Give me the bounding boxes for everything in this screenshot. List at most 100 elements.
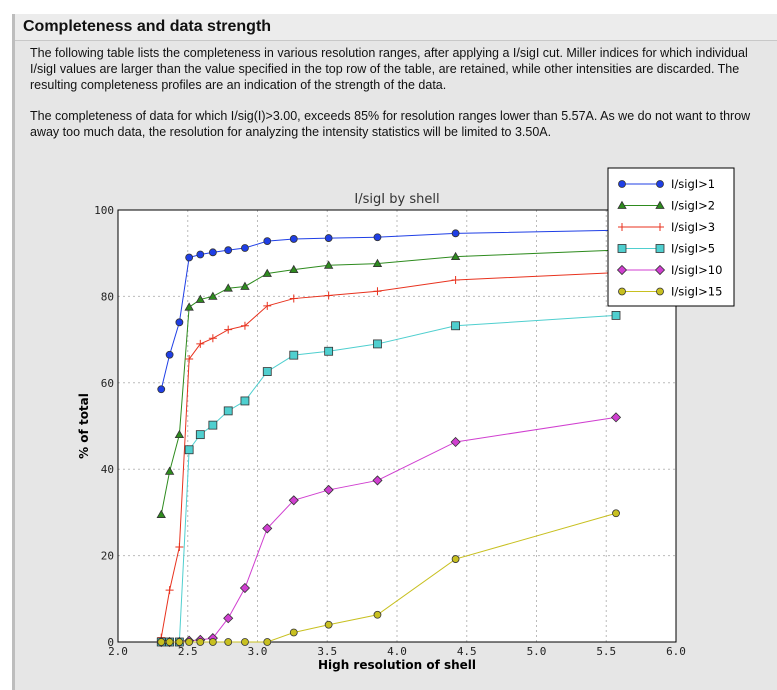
data-point bbox=[223, 406, 233, 416]
data-point bbox=[263, 237, 272, 246]
data-point bbox=[323, 484, 334, 496]
data-point bbox=[373, 287, 382, 296]
data-point bbox=[241, 638, 249, 646]
data-point bbox=[324, 346, 334, 356]
legend-entry: I/sigI>2 bbox=[671, 199, 715, 213]
x-tick-label: 2.5 bbox=[178, 645, 198, 658]
data-point bbox=[196, 638, 205, 646]
data-point bbox=[224, 638, 233, 646]
section-title: Completeness and data strength bbox=[23, 18, 272, 35]
data-point bbox=[289, 235, 298, 243]
data-point bbox=[289, 350, 299, 360]
legend-box bbox=[607, 167, 735, 307]
series-I/sigI>2 bbox=[156, 245, 621, 518]
data-point bbox=[262, 268, 272, 277]
series-line bbox=[160, 229, 617, 390]
data-point bbox=[157, 638, 166, 646]
data-point bbox=[240, 321, 249, 330]
data-point bbox=[156, 509, 166, 518]
data-point bbox=[239, 582, 251, 594]
data-point bbox=[656, 180, 664, 188]
data-point bbox=[262, 523, 273, 534]
data-point bbox=[617, 200, 627, 209]
data-point bbox=[611, 311, 621, 320]
data-point bbox=[184, 302, 194, 311]
data-point bbox=[196, 250, 205, 259]
data-point bbox=[165, 586, 174, 595]
data-point bbox=[654, 264, 666, 276]
x-tick-label: 3.5 bbox=[317, 645, 337, 658]
data-point bbox=[450, 251, 461, 261]
x-tick-label: 2.0 bbox=[108, 645, 128, 658]
data-point bbox=[289, 628, 298, 637]
data-point bbox=[240, 396, 250, 406]
data-point bbox=[451, 275, 460, 284]
data-point bbox=[372, 475, 383, 486]
data-point bbox=[184, 445, 194, 455]
data-point bbox=[372, 258, 383, 267]
y-tick-label: 20 bbox=[101, 550, 114, 563]
legend: I/sigI>1 I/sigI>2 I/sigI>3 I/sigI>5 I/sigI>1… bbox=[607, 167, 735, 307]
y-axis-label: % of total bbox=[77, 393, 91, 459]
data-point bbox=[223, 613, 234, 624]
data-point bbox=[451, 229, 460, 238]
y-tick-label: 0 bbox=[107, 636, 114, 649]
x-axis-label: High resolution of shell bbox=[318, 658, 476, 672]
data-point bbox=[451, 555, 460, 563]
data-point bbox=[195, 430, 205, 440]
data-point bbox=[195, 294, 205, 303]
legend-entry: I/sigI>1 bbox=[671, 177, 715, 191]
data-point bbox=[618, 287, 626, 296]
data-point bbox=[324, 291, 333, 300]
data-point bbox=[324, 620, 333, 629]
data-point bbox=[618, 223, 626, 231]
series-I/sigI>1 bbox=[157, 226, 620, 394]
data-point bbox=[618, 180, 626, 188]
series-line bbox=[161, 314, 617, 643]
summary-paragraph: The completeness of data for which I/sig… bbox=[30, 109, 751, 139]
data-point bbox=[208, 420, 218, 430]
series-I/sigI>15 bbox=[157, 509, 620, 646]
legend-entry: I/sigI>3 bbox=[671, 220, 715, 234]
data-point bbox=[208, 248, 217, 257]
y-tick-label: 80 bbox=[101, 290, 114, 303]
data-point bbox=[240, 281, 250, 290]
data-point bbox=[373, 339, 382, 349]
data-point bbox=[263, 301, 272, 310]
data-point bbox=[175, 638, 184, 646]
data-point bbox=[610, 412, 622, 423]
y-tick-label: 100 bbox=[94, 204, 114, 217]
data-point bbox=[373, 610, 382, 619]
data-point bbox=[373, 233, 382, 242]
data-point bbox=[224, 246, 233, 255]
data-point bbox=[175, 542, 184, 551]
x-tick-label: 4.0 bbox=[387, 645, 407, 658]
y-tick-label: 60 bbox=[101, 377, 114, 390]
data-point bbox=[617, 244, 627, 253]
legend-entry: I/sigI>10 bbox=[671, 263, 722, 277]
data-point bbox=[655, 200, 665, 209]
description-paragraph: The following table lists the completene… bbox=[30, 46, 748, 92]
data-point bbox=[324, 234, 333, 242]
data-point bbox=[263, 638, 272, 646]
data-point bbox=[208, 291, 218, 300]
data-point bbox=[185, 253, 194, 262]
section-header: Completeness and data strength bbox=[15, 14, 777, 41]
data-point bbox=[655, 244, 665, 253]
data-point bbox=[656, 223, 664, 231]
series-line bbox=[160, 272, 617, 638]
data-point bbox=[174, 429, 185, 439]
legend-entry: I/sigI>15 bbox=[671, 285, 722, 299]
data-point bbox=[157, 385, 166, 394]
data-point bbox=[262, 367, 272, 376]
data-point bbox=[185, 355, 194, 364]
chart-title: I/sigI by shell bbox=[354, 192, 439, 207]
legend-entry: I/sigI>5 bbox=[671, 242, 715, 256]
data-point bbox=[208, 334, 217, 343]
x-tick-label: 5.5 bbox=[596, 645, 616, 658]
data-point bbox=[164, 466, 175, 475]
data-point bbox=[175, 318, 184, 327]
plot-frame bbox=[117, 209, 677, 643]
data-point bbox=[289, 264, 299, 274]
data-point bbox=[165, 638, 174, 646]
